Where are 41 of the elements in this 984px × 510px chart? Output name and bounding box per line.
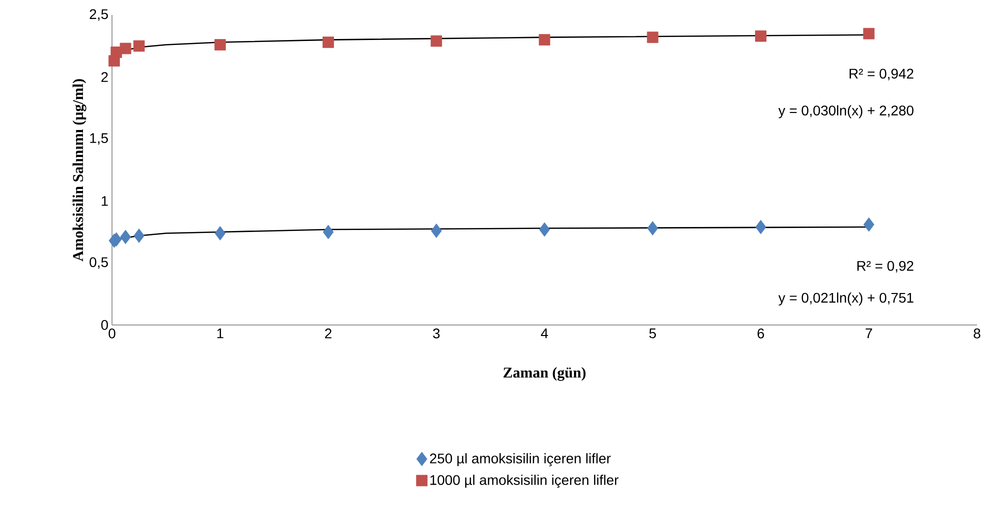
y-tick-label: 1,5 bbox=[90, 133, 108, 145]
legend-label: 1000 µl amoksisilin içeren lifler bbox=[430, 474, 618, 488]
point bbox=[647, 221, 658, 236]
x-tick-label: 7 bbox=[866, 328, 872, 338]
annotation: R² = 0,942 bbox=[850, 68, 914, 80]
y-tick-label: 0 bbox=[101, 320, 108, 330]
point bbox=[214, 226, 226, 240]
point bbox=[755, 220, 766, 234]
point bbox=[430, 35, 442, 47]
annotation: R² = 0,92 bbox=[857, 260, 914, 272]
point bbox=[120, 42, 132, 54]
point bbox=[134, 228, 144, 243]
x-tick-label: 5 bbox=[649, 328, 656, 338]
point bbox=[646, 32, 658, 43]
annotation: y = 0,030ln(x) + 2,280 bbox=[778, 105, 914, 118]
x-tick-label: 2 bbox=[325, 328, 332, 338]
x-tick-label: 4 bbox=[540, 328, 548, 338]
point bbox=[430, 224, 442, 238]
x-axis-title: Zaman (gün) bbox=[503, 367, 586, 381]
y-axis-title: Amoksisilin Salınımı (µg/ml) bbox=[72, 79, 86, 262]
x-tick-label: 6 bbox=[758, 328, 764, 338]
point bbox=[539, 222, 550, 237]
point bbox=[863, 28, 875, 40]
point bbox=[538, 34, 550, 46]
y-tick-label: 1 bbox=[102, 196, 108, 206]
point bbox=[863, 217, 874, 232]
point bbox=[214, 39, 226, 50]
y-tick-label: 0,5 bbox=[90, 257, 108, 269]
x-tick-label: 3 bbox=[433, 328, 440, 338]
point bbox=[322, 36, 334, 48]
x-tick-label: 1 bbox=[217, 328, 224, 338]
point bbox=[133, 40, 145, 52]
legend-label: 250 µl amoksisilin içeren lifler bbox=[430, 453, 611, 466]
y-tick-label: 2,5 bbox=[90, 9, 108, 21]
point bbox=[755, 30, 766, 42]
y-tick-label: 2 bbox=[101, 72, 108, 82]
annotation: y = 0,021ln(x) + 0,751 bbox=[778, 292, 914, 306]
x-tick-label: 8 bbox=[974, 328, 980, 338]
point bbox=[120, 230, 131, 244]
point bbox=[322, 224, 334, 240]
x-tick-label: 0 bbox=[108, 328, 116, 338]
